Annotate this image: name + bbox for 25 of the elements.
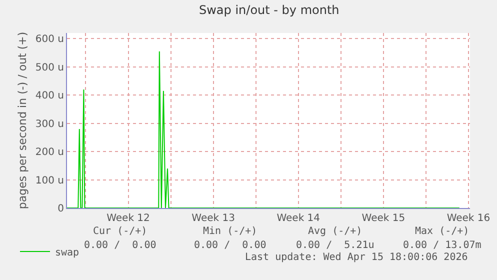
y-tick-label: 500 u	[35, 62, 64, 74]
text: 0.00 / 0.00	[84, 240, 156, 251]
line-series	[67, 50, 460, 208]
y-tick-label: 400 u	[35, 90, 64, 102]
text: 0.00 / 0.00	[194, 240, 266, 251]
x-tick-label: Week 15	[362, 213, 406, 224]
text: 0.00 / 5.21u	[296, 240, 374, 251]
text: Last update: Wed Apr 15 18:00:06 2026	[245, 252, 468, 263]
y-axis-title: pages per second in (-) / out (+)	[16, 32, 30, 210]
x-tick-label: Week 13	[192, 213, 235, 224]
legend-label: swap	[55, 247, 80, 258]
y-tick-label: 200 u	[35, 147, 64, 158]
text: Avg (-/+)	[308, 226, 362, 237]
y-tick-label: 0	[58, 204, 64, 214]
text: Max (-/+)	[415, 226, 470, 237]
x-tick-label: Week 14	[276, 213, 320, 224]
text: Min (-/+)	[203, 226, 258, 237]
x-tick-label: Week 12	[106, 213, 150, 224]
chart-title: Swap in/out - by month	[199, 3, 340, 17]
y-tick-label: 100 u	[35, 175, 64, 186]
x-tick-label: Week 16	[446, 213, 490, 224]
text: Cur (-/+)	[93, 226, 148, 237]
y-tick-label: 600 u	[35, 34, 64, 46]
text: 0.00 / 13.07m	[403, 240, 482, 251]
y-tick-label: 300 u	[35, 118, 64, 130]
